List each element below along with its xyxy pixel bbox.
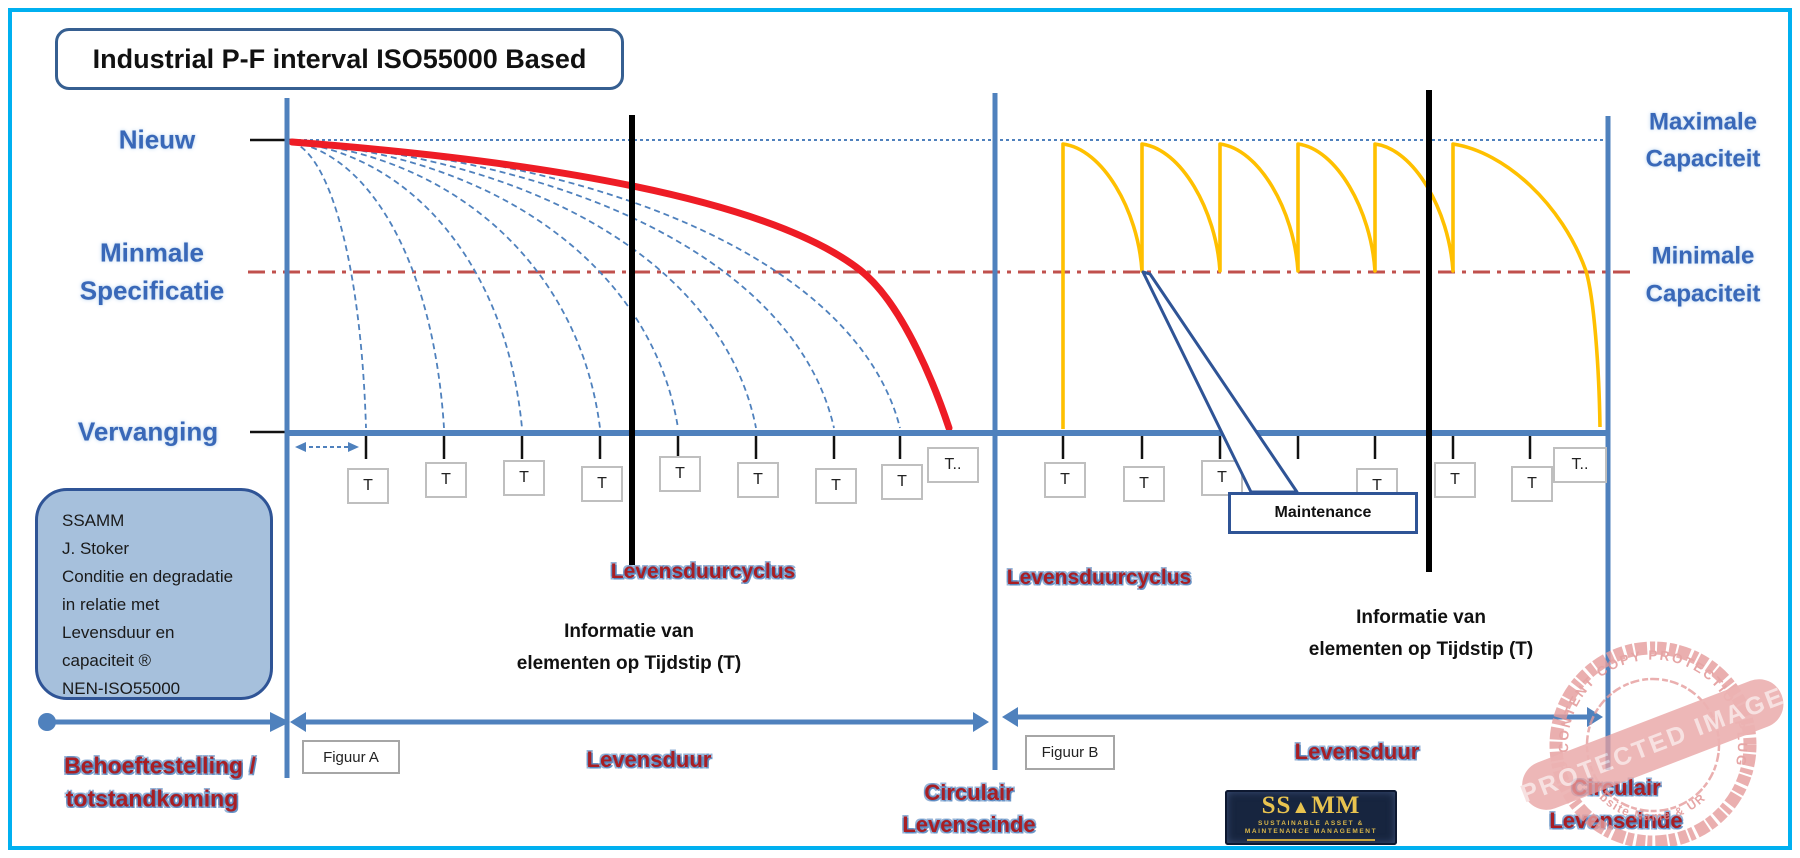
figure-a-tick-more-box: T.. — [927, 447, 979, 483]
pf-dashed-curve — [291, 141, 523, 429]
figure-b-tick-box: T — [1511, 466, 1553, 502]
credit-line: Levensduur en — [62, 623, 175, 642]
figure-a-lifespan-label: Levensduur — [586, 747, 712, 772]
figure-a-tick-box: T — [425, 462, 467, 498]
first-interval-arrowhead-right — [348, 442, 359, 452]
label-minimale-capaciteit: Capaciteit — [1645, 280, 1761, 308]
ssamm-logo: SS▲MM SUSTAINABLE ASSET & MAINTENANCE MA… — [1225, 790, 1397, 845]
label-vervanging: Vervanging — [77, 416, 219, 447]
figure-a-cycle-label: Levensduurcyclus — [610, 560, 796, 583]
label-nieuw: Nieuw — [118, 124, 196, 155]
figure-a-tick-box: T — [347, 468, 389, 504]
pf-dashed-curve — [291, 141, 367, 429]
protected-image-stamp: WP CONTENT COPY PROTECTION PLUGIN My Web… — [1517, 641, 1789, 849]
logo-triangle-icon: ▲ — [1291, 797, 1312, 818]
credit-line: Conditie en degradatie — [62, 567, 234, 586]
credit-box: SSAMM J. Stoker Conditie en degradatie in r… — [35, 488, 273, 700]
pf-dashed-curve — [291, 141, 757, 429]
figure-b-lifespan-arrowhead-left — [1002, 707, 1018, 727]
figure-b-tick-box: T — [1044, 462, 1086, 498]
phase-label-line2: totstandkoming — [65, 785, 239, 812]
maintenance-callout-box: Maintenance — [1228, 492, 1418, 534]
pf-dashed-curve — [291, 141, 679, 429]
pf-dashed-curve — [291, 141, 601, 429]
pf-red-curve — [288, 138, 953, 432]
ssamm-logo-wordmark: SS▲MM — [1261, 792, 1361, 819]
figure-b-info-line2: elementen op Tijdstip (T) — [1308, 639, 1534, 660]
figure-b-tick-box: T — [1123, 466, 1165, 502]
figure-a-tick-box: T — [881, 464, 923, 500]
label-specificatie: Specificatie — [79, 275, 225, 306]
figure-a-tick-box: T — [503, 460, 545, 496]
first-interval-arrowhead-left — [295, 442, 306, 452]
label-minimale: Minimale — [1651, 242, 1755, 270]
pf-dashed-curve — [291, 141, 445, 429]
label-maximale-capaciteit: Capaciteit — [1645, 145, 1761, 173]
stamp-outer-ring — [1549, 641, 1757, 849]
credit-line: NEN-ISO55000 — [62, 679, 181, 698]
figure-a-lifespan-arrowhead-left — [290, 712, 306, 732]
figure-b-tick-box: T — [1201, 460, 1243, 496]
figure-b-cycle-label: Levensduurcyclus — [1006, 566, 1192, 589]
figure-a-info-line1: Informatie van — [564, 621, 694, 642]
stamp-banner-band — [1522, 679, 1784, 810]
figure-a-end-label-line1: Circulair — [924, 780, 1014, 805]
ssamm-logo-subtitle2: MAINTENANCE MANAGEMENT — [1244, 828, 1378, 835]
figure-a-info-line2: elementen op Tijdstip (T) — [516, 653, 742, 674]
label-maximale: Maximale — [1648, 108, 1758, 136]
figure-b-info-text: Informatie van elementen op Tijdstip (T) — [1294, 596, 1548, 672]
label-minmale: Minmale — [99, 237, 205, 268]
figure-b-info-line1: Informatie van — [1356, 607, 1486, 628]
figure-b-lifespan-label: Levensduur — [1294, 739, 1420, 764]
figure-a-info-text: Informatie van elementen op Tijdstip (T) — [502, 610, 756, 686]
figure-b-tick-more-box: T.. — [1553, 447, 1607, 483]
phase-arrowhead — [270, 712, 290, 732]
logo-rule — [1247, 839, 1375, 841]
figure-a-label-box: Figuur A — [302, 740, 400, 774]
figure-a-tick-box: T — [737, 462, 779, 498]
maintenance-sawtooth-curve — [1061, 142, 1602, 429]
figure-a-tick-box: T — [581, 466, 623, 502]
ssamm-logo-subtitle1: SUSTAINABLE ASSET & — [1258, 820, 1364, 827]
figure-b-tick-box: T — [1434, 462, 1476, 498]
credit-line: J. Stoker — [62, 539, 130, 558]
credit-line: capaciteit ® — [62, 651, 152, 670]
maintenance-callout-wedge — [1141, 270, 1299, 494]
figure-b-label-box: Figuur B — [1025, 735, 1115, 770]
figure-a-end-label-line2: Levenseinde — [902, 812, 1036, 837]
pf-dashed-curve — [291, 141, 901, 429]
credit-line: SSAMM — [62, 511, 125, 530]
credit-line: in relatie met — [62, 595, 160, 614]
diagram-title: Industrial P-F interval ISO55000 Based — [55, 28, 624, 90]
figure-a-tick-box: T — [815, 468, 857, 504]
figure-a-tick-box: T — [659, 456, 701, 492]
figure-a-lifespan-arrowhead-right — [973, 712, 989, 732]
phase-label-line1: Behoeftestelling / — [64, 752, 256, 779]
